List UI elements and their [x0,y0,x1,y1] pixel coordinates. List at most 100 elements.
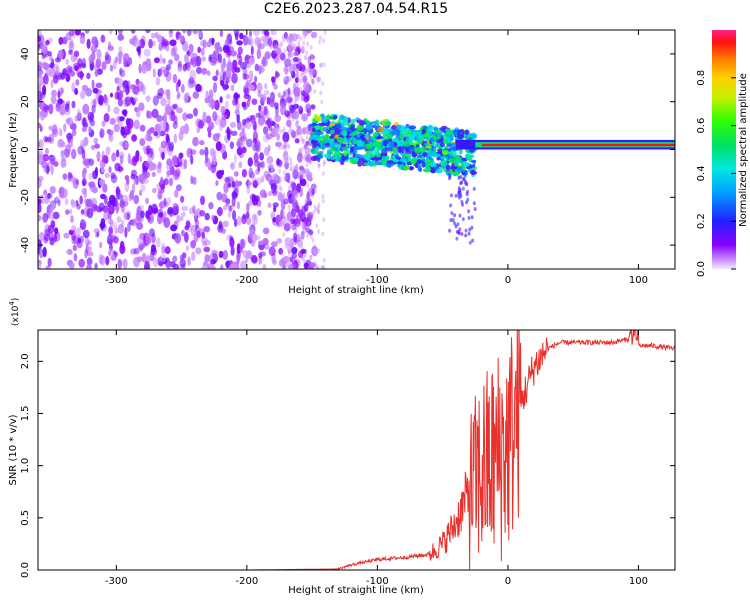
spectrogram-noise-blob [126,178,130,185]
spectrogram-noise-blob [58,36,64,45]
spectrogram-noise-blob [49,209,55,221]
spectrogram-noise-blob [230,162,235,170]
spectrogram-noise-blob [288,251,291,256]
spectrogram-noise-blob [297,63,301,69]
spectrogram-noise-blob [141,252,147,263]
spectrogram-noise-blob [84,30,90,34]
spectrogram-noise-blob [138,63,142,74]
spectrogram-signal-blob [416,135,425,142]
spectrogram-noise-blob [159,68,163,76]
spectrogram-noise-blob [302,173,306,179]
spectrogram-noise-blob [219,71,223,81]
spectrogram-noise-blob [242,119,247,126]
spectrogram-noise-blob [144,134,148,141]
spectrogram-noise-blob [58,128,63,137]
spectrogram-signal-blob [341,154,349,161]
spectrogram-noise-blob [302,254,306,260]
spectrogram-noise-blob [48,103,54,115]
spectrogram-noise-blob [310,183,317,190]
spectrogram-noise-blob [311,78,315,85]
spectrogram-noise-blob [171,169,178,176]
spectrogram-signal-blob [351,131,359,136]
spectrogram-noise-blob [208,121,214,130]
spectrogram-noise-blob [234,218,238,227]
spectrogram-y-tick-label: 20 [20,95,31,108]
spectrogram-noise-blob [85,160,90,169]
spectrogram-noise-blob [159,121,167,132]
spectrogram-noise-blob [314,206,318,212]
spectrogram-noise-blob [274,127,279,136]
spectrogram-noise-blob [286,211,292,222]
spectrogram-signal-blob [446,143,452,148]
spectrogram-noise-blob [161,257,168,265]
spectrogram-noise-blob [194,219,199,228]
spectrogram-noise-blob [309,160,313,165]
colorbar-tick-label: 0.8 [696,70,707,86]
spectrogram-noise-blob [304,249,308,255]
spectrogram-noise-blob [303,55,308,61]
spectrogram-signal-blob [346,148,350,154]
spectrogram-noise-blob [260,192,265,199]
spectrogram-noise-blob [231,196,236,208]
spectrogram-noise-blob [131,155,138,167]
spectrogram-noise-blob [45,136,52,143]
spectrogram-noise-blob [157,161,162,170]
spectrogram-noise-blob [268,125,273,131]
spectrogram-signal-blob [311,134,317,141]
spectrogram-noise-blob [192,205,196,214]
spectrogram-noise-blob [68,49,73,55]
spectrogram-noise-blob [41,160,48,169]
spectrogram-noise-blob [71,82,76,93]
spectrogram-noise-blob [315,266,319,269]
spectrogram-signal-blob [326,114,331,121]
spectrogram-noise-blob [296,63,300,69]
spectrogram-heatmap [38,30,675,269]
spectrogram-noise-blob [99,159,106,169]
spectrogram-noise-blob [219,30,223,38]
spectrogram-noise-blob [292,57,299,62]
spectrogram-noise-blob [297,40,301,46]
spectrogram-noise-blob [167,206,174,215]
spectrogram-signal-blob [394,122,399,126]
spectrogram-noise-blob [274,114,282,123]
spectrogram-noise-blob [206,70,211,76]
spectrogram-noise-blob [107,104,111,113]
spectrogram-noise-blob [296,68,300,73]
spectrogram-x-tick-label: -100 [366,275,389,286]
spectrogram-noise-blob [199,149,205,156]
spectrogram-noise-blob [296,108,300,114]
spectrogram-noise-blob [283,223,291,232]
spectrogram-noise-blob [117,77,124,89]
spectrogram-signal-blob [457,156,462,162]
spectrogram-noise-blob [276,238,283,244]
spectrogram-noise-blob [175,81,179,93]
spectrogram-noise-blob [287,103,291,109]
spectrogram-signal-blob [334,123,342,130]
spectrogram-signal-blob [351,160,359,164]
spectrogram-noise-blob [211,214,215,221]
spectrogram-noise-blob [119,67,123,76]
spectrogram-noise-blob [189,69,197,81]
spectrogram-signal-blob [455,236,459,241]
spectrogram-noise-blob [305,143,308,149]
spectrogram-noise-blob [152,207,159,214]
spectrogram-noise-blob [65,65,73,73]
spectrogram-signal-blob [461,217,465,222]
spectrogram-noise-blob [164,103,172,115]
spectrogram-noise-blob [234,179,239,188]
spectrogram-signal-blob [376,138,384,142]
spectrogram-noise-blob [203,226,211,233]
spectrogram-noise-blob [291,251,297,260]
spectrogram-noise-blob [90,45,98,53]
spectrogram-noise-blob [288,198,292,204]
colorbar-tick-label: 0.0 [696,261,707,277]
spectrogram-noise-blob [181,229,185,237]
spectrogram-noise-blob [146,130,152,137]
spectrogram-signal-blob [462,166,466,171]
spectrogram-noise-blob [248,228,256,239]
spectrogram-noise-blob [304,98,308,104]
spectrogram-signal-blob [464,233,468,238]
spectrogram-noise-blob [71,100,76,109]
spectrogram-noise-blob [81,117,86,127]
spectrogram-noise-blob [219,96,223,104]
